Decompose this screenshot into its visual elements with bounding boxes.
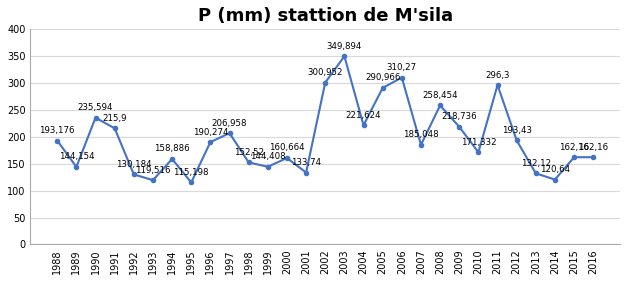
Text: 160,664: 160,664	[269, 144, 305, 153]
Text: 218,736: 218,736	[441, 112, 477, 121]
Text: 193,43: 193,43	[502, 126, 532, 135]
Text: 130,184: 130,184	[116, 160, 152, 169]
Text: 162,16: 162,16	[578, 143, 608, 152]
Text: 158,886: 158,886	[154, 144, 190, 153]
Text: 300,952: 300,952	[307, 68, 343, 77]
Text: 290,966: 290,966	[365, 73, 401, 82]
Text: 349,894: 349,894	[327, 42, 362, 51]
Text: 310,27: 310,27	[387, 63, 417, 72]
Text: 119,516: 119,516	[135, 166, 171, 175]
Text: 215,9: 215,9	[102, 114, 127, 123]
Text: 221,624: 221,624	[345, 111, 381, 120]
Text: 235,594: 235,594	[78, 103, 113, 112]
Text: 190,274: 190,274	[192, 128, 228, 137]
Text: 115,198: 115,198	[174, 168, 209, 177]
Text: 258,454: 258,454	[423, 91, 458, 100]
Text: 185,048: 185,048	[403, 130, 439, 139]
Text: 162,16: 162,16	[559, 143, 589, 152]
Text: 132,12: 132,12	[521, 159, 551, 168]
Text: 133,74: 133,74	[291, 158, 321, 167]
Text: 171,332: 171,332	[461, 138, 496, 147]
Text: 296,3: 296,3	[485, 71, 510, 80]
Title: P (mm) stattion de M'sila: P (mm) stattion de M'sila	[198, 7, 453, 25]
Text: 120,64: 120,64	[540, 165, 570, 174]
Text: 144,154: 144,154	[58, 152, 94, 161]
Text: 152,52: 152,52	[234, 148, 264, 157]
Text: 206,958: 206,958	[212, 119, 247, 128]
Text: 193,176: 193,176	[40, 126, 75, 135]
Text: 144,408: 144,408	[250, 152, 286, 161]
